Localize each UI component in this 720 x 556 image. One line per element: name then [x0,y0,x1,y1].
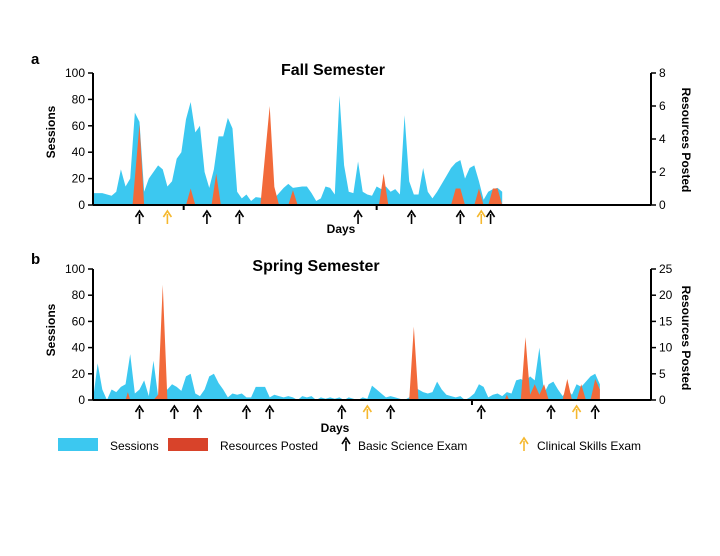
panel-b-basic-exam-arrow-icon [476,404,486,419]
panel-a-y2tick-label: 6 [659,99,666,113]
panel-a-y2tick-label: 2 [659,165,666,179]
panel-b-ytick-label: 20 [72,367,86,381]
panel-a-basic-exam-arrow-icon [234,209,245,224]
legend-sessions-swatch [58,438,98,451]
panel-a-ytick-label: 60 [72,119,86,133]
panel-a-basic-exam-arrow-icon [202,209,212,224]
panel-a-basic-exam-arrow-icon-head [485,209,496,218]
panel-a-sessions-area [93,95,503,205]
panel-a-resources-area [93,106,503,205]
panel-b-basic-exam-arrow-icon [385,404,396,419]
panel-a-clinical-exam-arrow-icon [476,209,486,224]
panel-a-xlabel: Days [327,222,356,236]
panel-b-sessions-area [93,347,600,400]
panel-b-basic-exam-arrow-icon-head [590,404,600,413]
panel-b-basic-exam-arrow-icon-head [265,404,275,413]
panel-b-y2tick-label: 15 [659,314,673,328]
legend: Sessions Resources Posted Basic Science … [58,436,641,453]
legend-sessions-label: Sessions [110,439,159,453]
legend-clinical-label: Clinical Skills Exam [537,439,641,453]
panel-a-ytick-label: 20 [72,172,86,186]
panel-b-plot: 0 20 40 60 80 100 0 5 10 15 20 25 [65,262,673,419]
legend-clinical-arrow-head [519,436,529,445]
panel-b-letter: b [31,251,40,268]
panel-b-basic-exam-arrow-icon-head [337,404,347,413]
panel-a-basic-exam-arrow-icon-head [353,209,363,218]
panel-b-y2tick-label: 10 [659,341,673,355]
panel-a-basic-exam-arrow-icon-head [455,209,466,218]
panel-b-ytick-label: 0 [78,393,85,407]
legend-basic-arrow-icon [341,436,351,451]
panel-b-basic-exam-arrow-icon [337,404,347,419]
panel-a-y2tick-label: 8 [659,66,666,80]
panel-a-y2tick-label: 0 [659,198,666,212]
panel-a-clinical-exam-arrow-icon-head [476,209,486,218]
panel-b-y2label: Resources Posted [679,286,693,391]
panel-b-basic-exam-arrow-icon [546,404,556,419]
panel-b-ylabel: Sessions [44,303,58,356]
panel-a-ylabel: Sessions [44,105,58,158]
panel-a-ytick-label: 100 [65,66,85,80]
panel-b-basic-exam-arrow-icon-head [476,404,486,413]
panel-b-clinical-exam-arrow-icon [571,404,582,419]
panel-b-clinical-exam-arrow-icon-head [571,404,582,413]
panel-a-ytick-label: 40 [72,145,86,159]
panel-a-basic-exam-arrow-icon [406,209,417,224]
panel-b-basic-exam-arrow-icon-head [134,404,145,413]
legend-basic-label: Basic Science Exam [358,439,467,453]
panel-a-basic-exam-arrow-icon [485,209,496,224]
panel-b-basic-exam-arrow-icon-head [385,404,396,413]
panel-b-basic-exam-arrow-icon-head [241,404,252,413]
panel-b-resources-area [93,284,600,400]
panel-a-basic-exam-arrow-icon-head [134,209,145,218]
panel-b-clinical-exam-arrow-icon-head [362,404,373,413]
panel-b-ytick-label: 40 [72,341,86,355]
panel-a-basic-exam-arrow-icon [353,209,363,224]
panel-a-clinical-exam-arrow-icon-head [162,209,173,218]
panel-b-ytick-label: 100 [65,262,85,276]
panel-b-basic-exam-arrow-icon [265,404,275,419]
panel-a-y2label: Resources Posted [679,88,693,193]
panel-a-basic-exam-arrow-icon-head [234,209,245,218]
legend-clinical-arrow [519,436,529,451]
panel-b-ytick-label: 80 [72,288,86,302]
legend-resources-swatch [168,438,208,451]
panel-b-basic-exam-arrow-icon [192,404,203,419]
panel-a-letter: a [31,51,40,68]
panel-b-basic-exam-arrow-icon [169,404,180,419]
panel-a-clinical-exam-arrow-icon [162,209,173,224]
panel-a-plot: 0 20 40 60 80 100 0 2 4 6 8 [65,66,666,224]
panel-b-xlabel: Days [321,421,350,435]
panel-b-y2tick-label: 25 [659,262,673,276]
panel-b-title: Spring Semester [252,258,379,275]
panel-b-y2tick-label: 20 [659,288,673,302]
panel-b-ytick-label: 60 [72,314,86,328]
panel-a-basic-exam-arrow-icon-head [406,209,417,218]
legend-clinical-arrow-icon [519,436,529,451]
panel-b-y2tick-label: 0 [659,393,666,407]
panel-a-basic-exam-arrow-icon-head [202,209,212,218]
legend-basic-arrow-head [341,436,351,445]
panel-b-y2tick-label: 5 [659,367,666,381]
legend-basic-arrow [341,436,351,451]
panel-a-title: Fall Semester [281,62,385,79]
panel-a-ytick-label: 80 [72,92,86,106]
panel-b-basic-exam-arrow-icon-head [192,404,203,413]
panel-a-y2tick-label: 4 [659,132,666,146]
panel-a-basic-exam-arrow-icon [134,209,145,224]
panel-b-basic-exam-arrow-icon-head [169,404,180,413]
panel-b-basic-exam-arrow-icon-head [546,404,556,413]
panel-b-basic-exam-arrow-icon [134,404,145,419]
panel-a-basic-exam-arrow-icon [455,209,466,224]
panel-a-ytick-label: 0 [78,198,85,212]
panel-b-basic-exam-arrow-icon [241,404,252,419]
panel-b-clinical-exam-arrow-icon [362,404,373,419]
panel-b-basic-exam-arrow-icon [590,404,600,419]
legend-resources-label: Resources Posted [220,439,318,453]
